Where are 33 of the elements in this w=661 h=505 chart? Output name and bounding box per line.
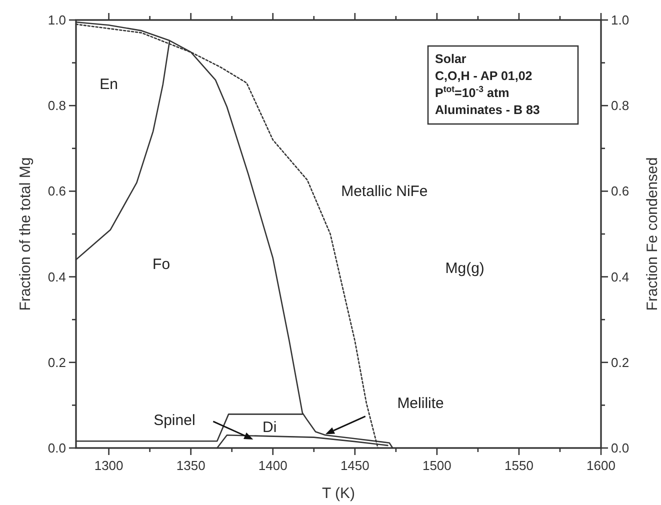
y2-tick-label: 1.0 bbox=[611, 12, 630, 28]
annotation: Mg(g) bbox=[445, 260, 484, 278]
x-axis-title: T (K) bbox=[322, 485, 356, 502]
annotation: Aluminates - B 83 bbox=[435, 103, 540, 117]
y-tick-label: 0.0 bbox=[48, 440, 66, 456]
y2-tick-label: 0.6 bbox=[611, 184, 630, 199]
x-tick-label: 1550 bbox=[504, 458, 534, 473]
y2-tick-label: 0.0 bbox=[611, 440, 630, 456]
x-tick-label: 1600 bbox=[586, 458, 616, 473]
y2-tick-label: 0.4 bbox=[611, 269, 630, 284]
annotation: Di bbox=[262, 419, 277, 436]
annotation: Melilite bbox=[397, 395, 444, 412]
y2-tick-label: 0.8 bbox=[611, 98, 630, 114]
annotation: En bbox=[100, 76, 118, 94]
y-axis-title: Fraction of the total Mg bbox=[17, 157, 34, 311]
y-tick-label: 0.6 bbox=[48, 184, 66, 199]
annotation: Metallic NiFe bbox=[341, 183, 428, 200]
y-tick-label: 0.8 bbox=[48, 98, 66, 114]
y2-axis-title: Fraction Fe condensed bbox=[644, 157, 661, 311]
annotation: Fo bbox=[152, 256, 170, 273]
y2-tick-label: 0.2 bbox=[611, 354, 630, 370]
annotation: C,O,H - AP 01,02 bbox=[435, 69, 532, 83]
y-tick-label: 0.2 bbox=[48, 354, 66, 370]
x-tick-label: 1300 bbox=[94, 458, 124, 473]
annotation: Spinel bbox=[154, 412, 196, 430]
x-tick-label: 1500 bbox=[422, 458, 452, 473]
y-tick-label: 0.4 bbox=[48, 269, 66, 284]
annotation: Solar bbox=[435, 52, 466, 66]
annotation: P$^{tot}$=10$^{-3}$ atm bbox=[435, 84, 510, 100]
x-tick-label: 1350 bbox=[176, 458, 206, 473]
y-tick-label: 1.0 bbox=[48, 12, 66, 28]
x-tick-label: 1400 bbox=[258, 458, 288, 473]
x-tick-label: 1450 bbox=[340, 458, 370, 473]
